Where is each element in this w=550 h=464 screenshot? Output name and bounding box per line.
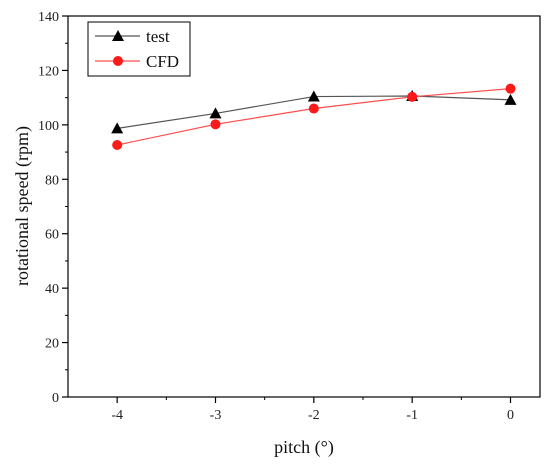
legend-marker-cfd — [113, 56, 123, 66]
data-point-test — [209, 107, 222, 119]
y-tick-label: 100 — [38, 119, 59, 134]
x-tick-label: -1 — [406, 408, 418, 423]
y-tick-label: 40 — [45, 282, 59, 297]
series-layer — [111, 83, 517, 150]
data-point-test — [111, 122, 124, 134]
data-point-cfd — [505, 83, 516, 94]
y-axis-ticks: 0 20 40 60 80 100 120 140 — [38, 10, 68, 406]
data-point-cfd — [112, 139, 123, 150]
x-axis-ticks: -4 -3 -2 -1 0 — [111, 397, 514, 423]
data-point-cfd — [407, 91, 418, 102]
x-tick-label: -4 — [111, 408, 123, 423]
data-point-test — [307, 90, 320, 102]
x-tick-label: -3 — [210, 408, 222, 423]
y-axis-label: rotational speed (rpm) — [12, 126, 33, 286]
data-point-cfd — [308, 103, 319, 114]
x-tick-label: -2 — [308, 408, 320, 423]
data-point-cfd — [210, 119, 221, 130]
y-tick-label: 120 — [38, 64, 59, 79]
data-point-test — [504, 93, 517, 105]
legend-label-test: test — [146, 27, 170, 46]
x-tick-label: 0 — [507, 408, 514, 423]
y-tick-label: 80 — [45, 173, 59, 188]
legend-label-cfd: CFD — [146, 52, 179, 71]
y-tick-label: 140 — [38, 10, 59, 25]
y-tick-label: 60 — [45, 228, 59, 243]
legend-box — [87, 21, 191, 77]
x-axis-label: pitch (°) — [274, 437, 334, 458]
legend: test CFD — [87, 21, 191, 77]
legend-marker-test — [112, 30, 124, 41]
y-tick-label: 20 — [45, 337, 59, 352]
y-tick-label: 0 — [52, 391, 59, 406]
